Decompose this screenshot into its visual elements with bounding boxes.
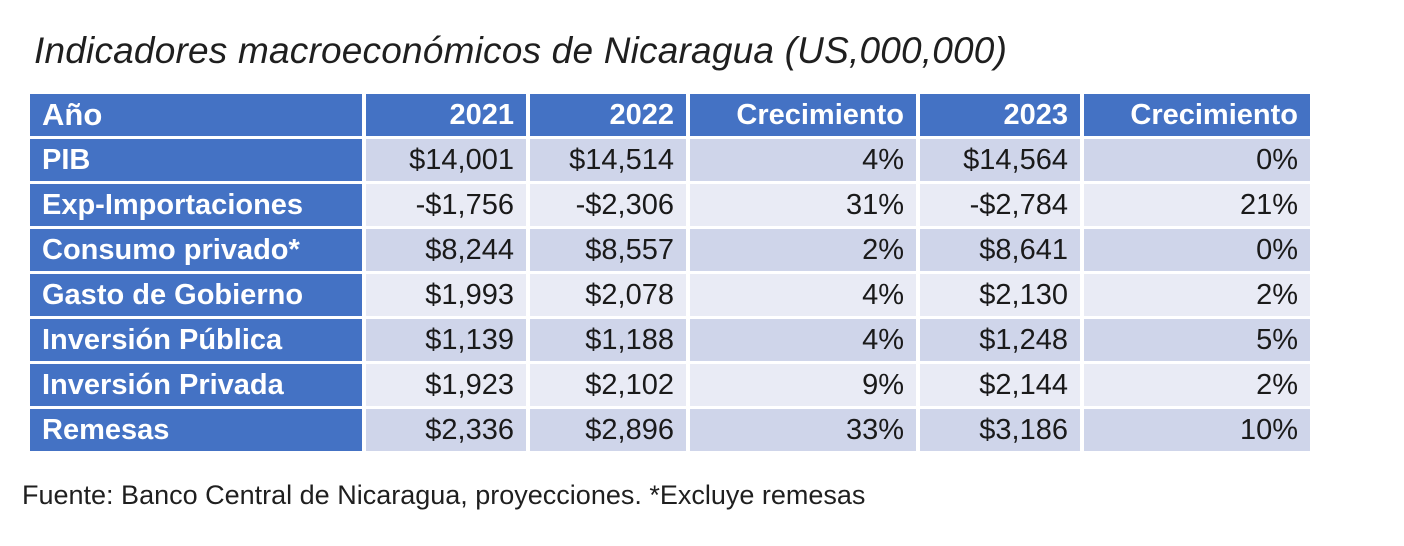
table-row: Inversión Pública $1,139 $1,188 4% $1,24… xyxy=(30,319,1310,361)
cell-2021: $8,244 xyxy=(366,229,526,271)
cell-2023: -$2,784 xyxy=(920,184,1080,226)
cell-2021: $1,993 xyxy=(366,274,526,316)
table-row: Gasto de Gobierno $1,993 $2,078 4% $2,13… xyxy=(30,274,1310,316)
cell-growth-2022: 2% xyxy=(690,229,916,271)
cell-growth-2023: 21% xyxy=(1084,184,1310,226)
cell-growth-2023: 0% xyxy=(1084,139,1310,181)
cell-growth-2022: 4% xyxy=(690,274,916,316)
table-row: Consumo privado* $8,244 $8,557 2% $8,641… xyxy=(30,229,1310,271)
table-row: Remesas $2,336 $2,896 33% $3,186 10% xyxy=(30,409,1310,451)
cell-growth-2022: 4% xyxy=(690,139,916,181)
cell-2022: $1,188 xyxy=(530,319,686,361)
cell-2023: $2,130 xyxy=(920,274,1080,316)
cell-growth-2023: 2% xyxy=(1084,274,1310,316)
macro-indicators-table: Año 2021 2022 Crecimiento 2023 Crecimien… xyxy=(26,91,1314,454)
header-growth-2023: Crecimiento xyxy=(1084,94,1310,136)
cell-2021: $2,336 xyxy=(366,409,526,451)
cell-growth-2022: 33% xyxy=(690,409,916,451)
cell-2022: $14,514 xyxy=(530,139,686,181)
header-2022: 2022 xyxy=(530,94,686,136)
cell-2023: $14,564 xyxy=(920,139,1080,181)
cell-2023: $8,641 xyxy=(920,229,1080,271)
header-row: Año 2021 2022 Crecimiento 2023 Crecimien… xyxy=(30,94,1310,136)
header-2023: 2023 xyxy=(920,94,1080,136)
cell-2022: $2,078 xyxy=(530,274,686,316)
row-label: PIB xyxy=(30,139,362,181)
cell-2022: $8,557 xyxy=(530,229,686,271)
cell-2022: -$2,306 xyxy=(530,184,686,226)
row-label: Inversión Pública xyxy=(30,319,362,361)
cell-2021: $1,139 xyxy=(366,319,526,361)
table-title: Indicadores macroeconómicos de Nicaragua… xyxy=(34,30,1008,71)
cell-2021: -$1,756 xyxy=(366,184,526,226)
row-label: Gasto de Gobierno xyxy=(30,274,362,316)
row-label: Consumo privado* xyxy=(30,229,362,271)
cell-2023: $2,144 xyxy=(920,364,1080,406)
source-note: Fuente: Banco Central de Nicaragua, proy… xyxy=(22,480,866,510)
cell-growth-2023: 2% xyxy=(1084,364,1310,406)
cell-growth-2023: 10% xyxy=(1084,409,1310,451)
table-row: Exp-Importaciones -$1,756 -$2,306 31% -$… xyxy=(30,184,1310,226)
row-label: Inversión Privada xyxy=(30,364,362,406)
row-label: Remesas xyxy=(30,409,362,451)
header-growth-2022: Crecimiento xyxy=(690,94,916,136)
cell-2023: $1,248 xyxy=(920,319,1080,361)
cell-growth-2022: 31% xyxy=(690,184,916,226)
cell-2022: $2,896 xyxy=(530,409,686,451)
cell-2022: $2,102 xyxy=(530,364,686,406)
cell-growth-2023: 5% xyxy=(1084,319,1310,361)
cell-2021: $14,001 xyxy=(366,139,526,181)
table-row: PIB $14,001 $14,514 4% $14,564 0% xyxy=(30,139,1310,181)
table-row: Inversión Privada $1,923 $2,102 9% $2,14… xyxy=(30,364,1310,406)
cell-2023: $3,186 xyxy=(920,409,1080,451)
cell-2021: $1,923 xyxy=(366,364,526,406)
header-year-label: Año xyxy=(30,94,362,136)
cell-growth-2023: 0% xyxy=(1084,229,1310,271)
cell-growth-2022: 4% xyxy=(690,319,916,361)
header-2021: 2021 xyxy=(366,94,526,136)
cell-growth-2022: 9% xyxy=(690,364,916,406)
row-label: Exp-Importaciones xyxy=(30,184,362,226)
